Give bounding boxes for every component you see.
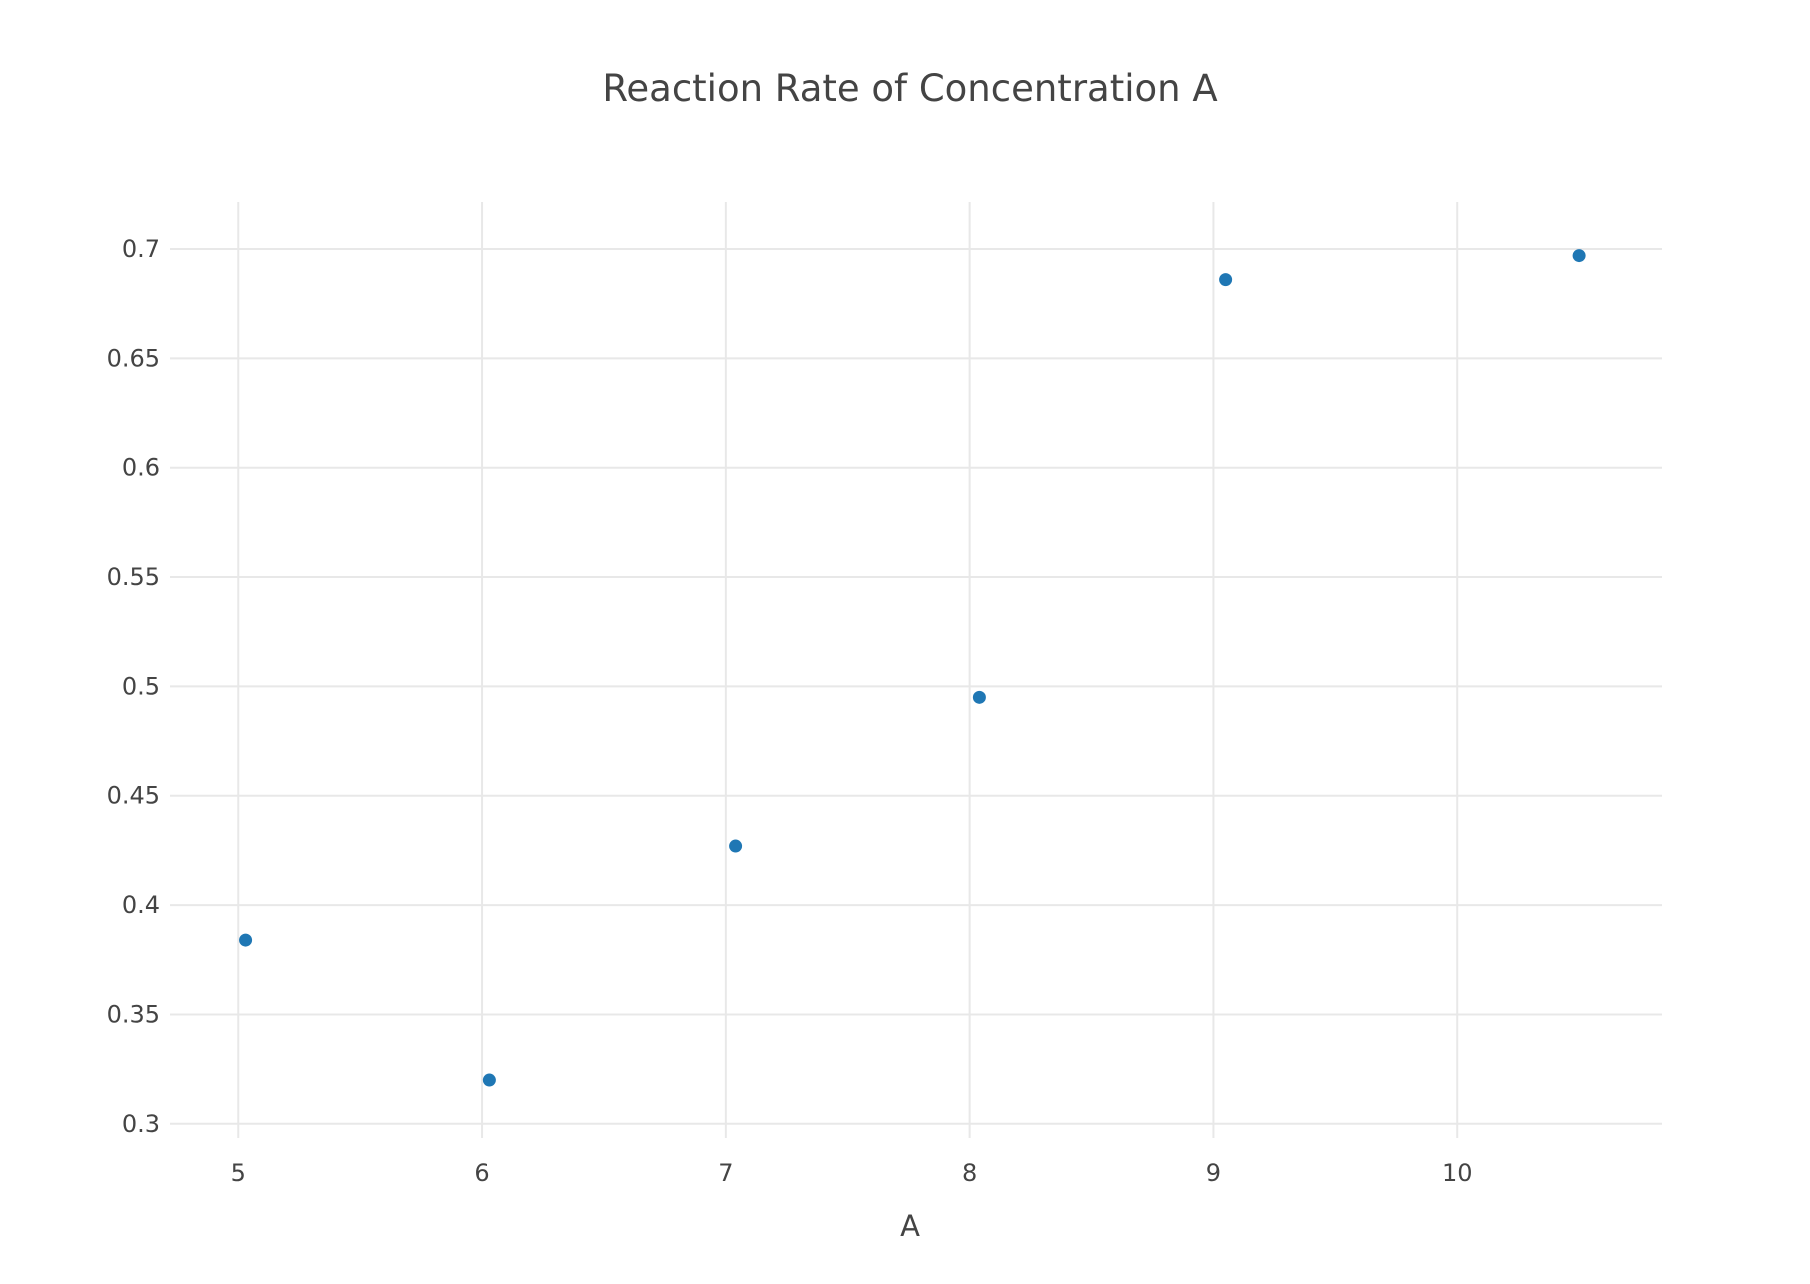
- data-point: [482, 1073, 496, 1087]
- y-gridlines: [170, 248, 1662, 1125]
- y-tick-label: 0.45: [107, 782, 160, 810]
- data-point: [1572, 249, 1586, 263]
- x-tick-labels: 5 6 7 8 9 10: [231, 1159, 1473, 1187]
- y-tick-labels: 0.3 0.35 0.4 0.45 0.5 0.55 0.6 0.65 0.7: [107, 235, 160, 1138]
- x-axis-title: A: [900, 1209, 920, 1243]
- y-tick-label: 0.65: [107, 344, 160, 372]
- data-point: [1219, 273, 1233, 287]
- y-tick-label: 0.4: [122, 891, 160, 919]
- y-tick-label: 0.55: [107, 563, 160, 591]
- y-tick-label: 0.35: [107, 1000, 160, 1028]
- data-point: [239, 933, 253, 947]
- x-tick-label: 5: [231, 1159, 246, 1187]
- chart-title: Reaction Rate of Concentration A: [602, 67, 1217, 110]
- x-tick-label: 8: [962, 1159, 977, 1187]
- y-tick-label: 0.3: [122, 1110, 160, 1138]
- x-tick-label: 6: [474, 1159, 489, 1187]
- y-tick-label: 0.6: [122, 454, 160, 482]
- y-tick-label: 0.7: [122, 235, 160, 263]
- data-point: [729, 839, 743, 853]
- y-tick-label: 0.5: [122, 672, 160, 700]
- x-tick-label: 7: [718, 1159, 733, 1187]
- data-points: [239, 249, 1586, 1087]
- x-tick-label: 9: [1206, 1159, 1221, 1187]
- x-tick-label: 10: [1442, 1159, 1473, 1187]
- data-point: [972, 690, 986, 704]
- x-gridlines: [237, 202, 1459, 1138]
